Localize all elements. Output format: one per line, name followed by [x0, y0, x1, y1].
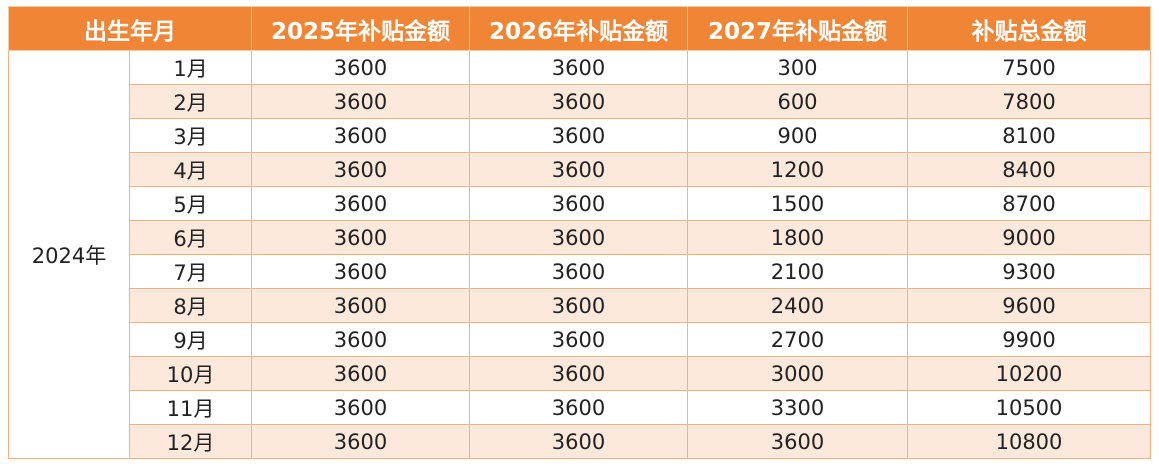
month-cell: 10月 — [129, 356, 252, 391]
amount-cell: 1200 — [687, 152, 908, 187]
amount-cell: 7500 — [907, 50, 1151, 85]
amount-cell: 3600 — [251, 50, 470, 85]
amount-cell: 2400 — [687, 288, 908, 323]
amount-cell: 3600 — [251, 84, 470, 119]
amount-cell: 3300 — [687, 390, 908, 425]
amount-cell: 3600 — [469, 186, 688, 221]
table-row: 10月 3600 3600 3000 10200 — [9, 356, 1151, 391]
amount-cell: 3600 — [251, 390, 470, 425]
amount-cell: 900 — [687, 118, 908, 153]
month-cell: 7月 — [129, 254, 252, 289]
month-cell: 12月 — [129, 424, 252, 459]
amount-cell: 10500 — [907, 390, 1151, 425]
table-row: 9月 3600 3600 2700 9900 — [9, 322, 1151, 357]
table-body: 2024年 1月 3600 3600 300 7500 2月 3600 3600 600 7800 3… — [8, 50, 1151, 459]
amount-cell: 3000 — [687, 356, 908, 391]
month-cell: 1月 — [129, 50, 252, 85]
table-row: 4月 3600 3600 1200 8400 — [9, 152, 1151, 187]
amount-cell: 8400 — [907, 152, 1151, 187]
header-cell: 出生年月 — [8, 6, 252, 51]
amount-cell: 3600 — [469, 424, 688, 459]
amount-cell: 8100 — [907, 118, 1151, 153]
amount-cell: 3600 — [469, 84, 688, 119]
amount-cell: 3600 — [251, 322, 470, 357]
header-cell: 2026年补贴金额 — [469, 6, 688, 51]
amount-cell: 3600 — [469, 152, 688, 187]
header-cell: 2027年补贴金额 — [687, 6, 908, 51]
amount-cell: 10800 — [907, 424, 1151, 459]
month-cell: 2月 — [129, 84, 252, 119]
amount-cell: 3600 — [469, 356, 688, 391]
header-row: 出生年月 2025年补贴金额 2026年补贴金额 2027年补贴金额 补贴总金额 — [8, 6, 1151, 51]
amount-cell: 8700 — [907, 186, 1151, 221]
amount-cell: 3600 — [687, 424, 908, 459]
table-row: 12月 3600 3600 3600 10800 — [9, 424, 1151, 459]
amount-cell: 9000 — [907, 220, 1151, 255]
amount-cell: 7800 — [907, 84, 1151, 119]
month-cell: 11月 — [129, 390, 252, 425]
table-row: 7月 3600 3600 2100 9300 — [9, 254, 1151, 289]
amount-cell: 1500 — [687, 186, 908, 221]
amount-cell: 600 — [687, 84, 908, 119]
header-cell: 2025年补贴金额 — [251, 6, 470, 51]
amount-cell: 3600 — [469, 50, 688, 85]
amount-cell: 3600 — [251, 254, 470, 289]
amount-cell: 3600 — [251, 186, 470, 221]
amount-cell: 3600 — [251, 118, 470, 153]
amount-cell: 3600 — [469, 288, 688, 323]
amount-cell: 1800 — [687, 220, 908, 255]
table-row: 3月 3600 3600 900 8100 — [9, 118, 1151, 153]
amount-cell: 10200 — [907, 356, 1151, 391]
amount-cell: 3600 — [251, 424, 470, 459]
amount-cell: 300 — [687, 50, 908, 85]
month-cell: 9月 — [129, 322, 252, 357]
amount-cell: 3600 — [251, 356, 470, 391]
month-cell: 4月 — [129, 152, 252, 187]
amount-cell: 3600 — [469, 390, 688, 425]
amount-cell: 3600 — [469, 322, 688, 357]
amount-cell: 2100 — [687, 254, 908, 289]
amount-cell: 9300 — [907, 254, 1151, 289]
table-row: 2024年 1月 3600 3600 300 7500 — [8, 50, 1151, 459]
table-row: 2月 3600 3600 600 7800 — [9, 84, 1151, 119]
amount-cell: 9600 — [907, 288, 1151, 323]
amount-cell: 3600 — [469, 254, 688, 289]
amount-cell: 3600 — [251, 152, 470, 187]
header-cell: 补贴总金额 — [907, 6, 1151, 51]
amount-cell: 3600 — [251, 288, 470, 323]
subsidy-table: 出生年月 2025年补贴金额 2026年补贴金额 2027年补贴金额 补贴总金额 202… — [8, 6, 1151, 459]
month-cell: 6月 — [129, 220, 252, 255]
table-row: 11月 3600 3600 3300 10500 — [9, 390, 1151, 425]
table-row: 6月 3600 3600 1800 9000 — [9, 220, 1151, 255]
amount-cell: 9900 — [907, 322, 1151, 357]
table-row: 5月 3600 3600 1500 8700 — [9, 186, 1151, 221]
table-row: 8月 3600 3600 2400 9600 — [9, 288, 1151, 323]
year-cell: 2024年 — [8, 50, 130, 459]
amount-cell: 3600 — [251, 220, 470, 255]
month-cell: 8月 — [129, 288, 252, 323]
amount-cell: 3600 — [469, 118, 688, 153]
month-cell: 5月 — [129, 186, 252, 221]
month-cell: 3月 — [129, 118, 252, 153]
amount-cell: 3600 — [469, 220, 688, 255]
amount-cell: 2700 — [687, 322, 908, 357]
